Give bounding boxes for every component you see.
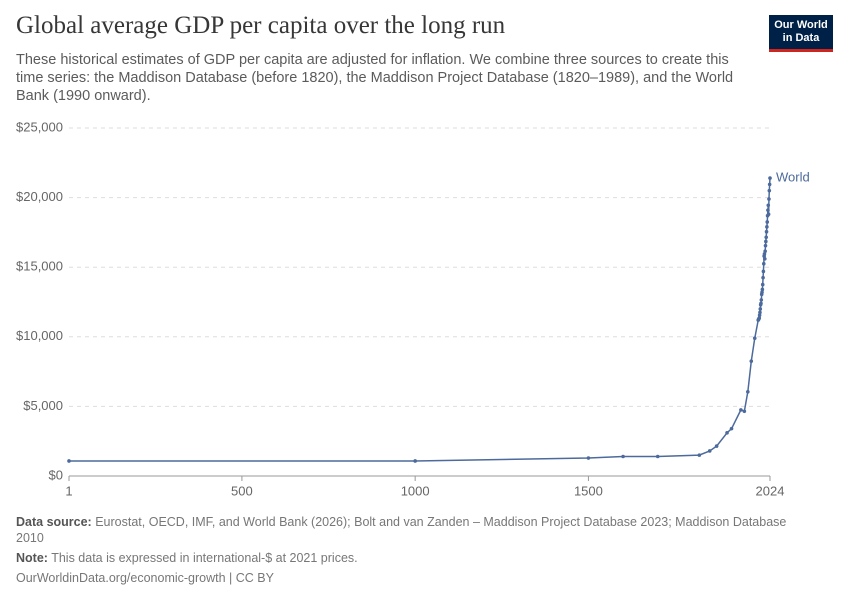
line <box>69 178 771 462</box>
point <box>767 197 771 201</box>
point <box>621 454 625 459</box>
y-tick-label: $15,000 <box>16 259 63 274</box>
point <box>746 389 750 394</box>
source: Data source: Eurostat, OECD, IMF, and Wo… <box>16 514 816 546</box>
y-tick-label: $5,000 <box>23 398 63 413</box>
point <box>767 188 772 193</box>
point <box>725 431 729 435</box>
point <box>413 459 417 463</box>
logo[interactable]: Our World in Data <box>769 15 833 52</box>
point <box>761 269 766 274</box>
point <box>759 298 764 302</box>
x-tick-label: 1 <box>65 483 72 498</box>
point <box>739 408 743 412</box>
url[interactable]: OurWorldinData.org/economic-growth | CC … <box>16 571 274 585</box>
note-label: Note: <box>16 551 48 565</box>
point <box>729 426 734 431</box>
point <box>764 239 768 244</box>
point <box>760 287 765 292</box>
point <box>758 310 762 315</box>
x-tick-label: 2024 <box>756 483 785 498</box>
point <box>714 444 719 448</box>
logo-text: Our World <box>774 19 828 31</box>
series-label: World <box>776 170 810 185</box>
point <box>763 257 767 261</box>
point <box>767 182 772 187</box>
y-tick-label: $20,000 <box>16 189 63 204</box>
point <box>586 456 591 460</box>
point <box>766 203 771 208</box>
y-tick-label: $25,000 <box>16 119 63 134</box>
point <box>742 409 747 414</box>
point <box>764 235 768 240</box>
point <box>766 208 770 212</box>
point <box>707 449 712 453</box>
point <box>763 243 768 248</box>
y-tick-label: $0 <box>49 467 63 482</box>
point <box>760 282 765 287</box>
point <box>763 249 767 253</box>
chart-subtitle: These historical estimates of GDP per ca… <box>16 52 734 104</box>
point <box>749 359 754 363</box>
note-text: This data is expressed in international-… <box>51 551 358 565</box>
logo-text: in Data <box>782 32 820 44</box>
point <box>765 220 770 224</box>
point <box>759 301 763 306</box>
point <box>765 225 769 229</box>
point <box>752 336 757 340</box>
point <box>757 316 762 320</box>
source-text: Eurostat, OECD, IMF, and World Bank (202… <box>16 515 787 545</box>
point <box>758 307 763 311</box>
source-label: Data source: <box>16 515 92 529</box>
x-tick-label: 1500 <box>574 483 603 498</box>
point <box>766 212 771 217</box>
note: Note: This data is expressed in internat… <box>16 550 816 566</box>
point <box>697 453 702 457</box>
point <box>67 459 71 463</box>
point <box>764 229 769 234</box>
x-tick-label: 500 <box>231 483 253 498</box>
point <box>762 252 767 256</box>
point <box>760 290 764 295</box>
point <box>761 261 766 266</box>
chart-title: Global average GDP per capita over the l… <box>16 12 506 39</box>
point <box>768 176 772 180</box>
x-tick-label: 1000 <box>401 483 430 498</box>
point <box>761 275 765 280</box>
y-tick-label: $10,000 <box>16 328 63 343</box>
point <box>757 313 762 318</box>
point <box>655 454 660 459</box>
footer: Data source: Eurostat, OECD, IMF, and Wo… <box>16 514 816 590</box>
